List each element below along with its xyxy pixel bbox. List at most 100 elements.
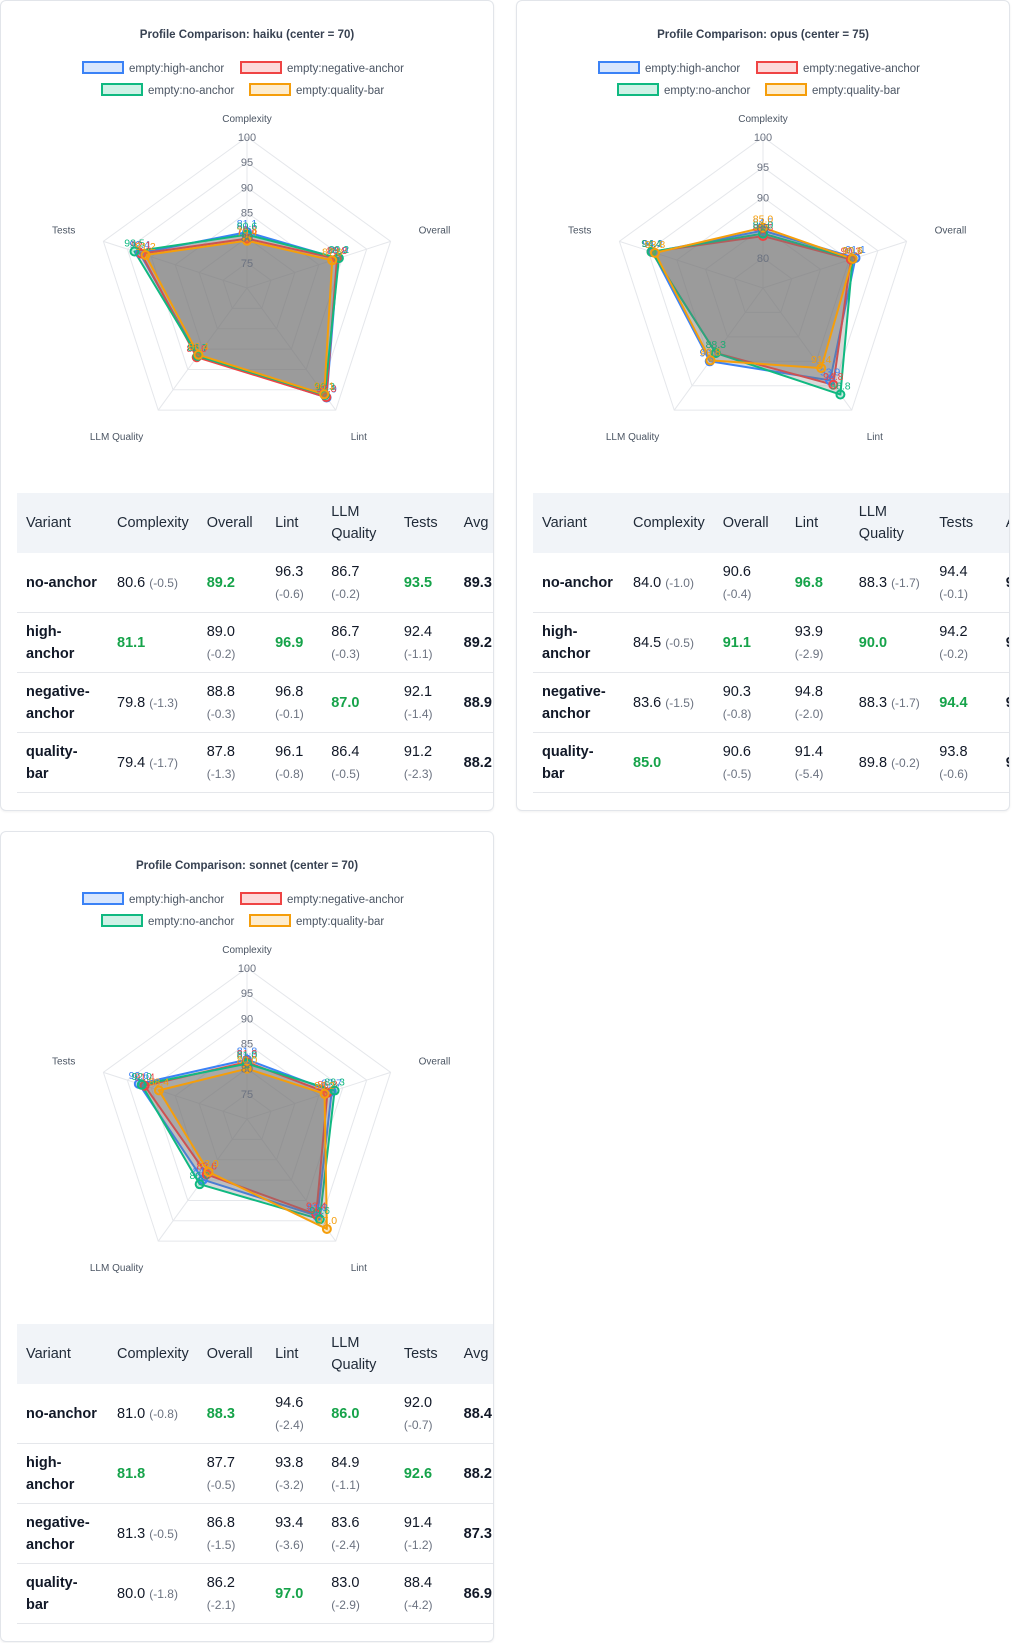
axis-label: Complexity (738, 114, 787, 125)
grid-ring (198, 1068, 296, 1161)
data-label: 89.0 (328, 244, 349, 256)
metric-cell: 90.0 (849, 612, 931, 673)
metric-value: 94.4 (939, 563, 968, 580)
avg-cell: 88.4 (454, 1384, 493, 1444)
metric-cell: 80.6 (-0.5) (108, 553, 198, 613)
legend-swatch (101, 914, 143, 927)
data-label: 93.8 (307, 1202, 328, 1214)
legend-swatch (765, 83, 807, 96)
data-point (327, 255, 338, 266)
tick-label: 100 (238, 132, 256, 144)
metric-cell: 88.3 (197, 1384, 267, 1444)
legend-swatch (82, 892, 124, 905)
chart-card-sonnet: Profile Comparison: sonnet (center = 70)… (0, 831, 494, 1642)
data-point (129, 246, 140, 257)
metric-value: 90.3 (722, 683, 751, 700)
grid-ring (126, 992, 368, 1222)
legend-swatch (240, 892, 282, 905)
metric-value: 91.1 (722, 634, 751, 651)
metric-delta: (-0.4) (722, 586, 752, 601)
column-header: LLM Quality (331, 1335, 377, 1373)
axis-label: LLM Quality (606, 432, 659, 443)
legend-label: empty:high-anchor (129, 63, 224, 75)
column-header: Overall (206, 515, 253, 531)
data-point (242, 235, 252, 246)
metric-delta: (-2.9) (331, 1597, 360, 1612)
metric-value: 92.6 (403, 1465, 433, 1482)
metric-cell: 81.8 (108, 1443, 198, 1504)
grid-spoke (762, 240, 907, 289)
metric-delta: (-0.5) (149, 1526, 178, 1541)
data-label: 96.3 (315, 381, 336, 393)
data-label: 97.0 (317, 1215, 338, 1227)
metric-cell: 89.0 (-0.2) (197, 612, 267, 673)
metric-delta: (-0.6) (939, 766, 968, 781)
metric-value: 94.2 (939, 623, 968, 640)
variant-cell: no-anchor (533, 553, 624, 613)
table-row: quality-bar 80.0 (-1.8) 86.2 (-2.1) 97.0 83.… (17, 1563, 493, 1624)
data-point (758, 222, 768, 233)
tick-label: 100 (754, 132, 772, 144)
metric-value: 88.8 (206, 683, 235, 700)
metric-delta: (-0.8) (275, 766, 304, 781)
metric-cell: 90.6 (-0.5) (713, 732, 786, 793)
metric-cell: 92.0 (-0.7) (394, 1384, 455, 1444)
metric-cell: 86.7 (-0.2) (322, 553, 395, 613)
metric-cell: 96.3 (-0.6) (266, 553, 323, 613)
avg-cell: 88.9 (454, 672, 493, 733)
metric-value: 80.0 (117, 1585, 146, 1602)
variant-cell: quality-bar (17, 732, 108, 793)
metric-value: 94.6 (275, 1394, 304, 1411)
metric-cell: 84.9 (-1.1) (322, 1443, 395, 1504)
metric-cell: 96.8 (-0.1) (266, 672, 323, 733)
table-row: no-anchor 84.0 (-1.0) 90.6 (-0.4) 96.8 88.3 … (533, 553, 1009, 613)
chart-card-opus: Profile Comparison: opus (center = 75) em… (516, 0, 1010, 811)
column-header: Variant (542, 515, 587, 531)
data-label: 92.0 (131, 1071, 152, 1083)
metric-delta: (-0.2) (331, 586, 360, 601)
column-header: Avg (463, 515, 489, 531)
axis-label: Tests (52, 225, 75, 236)
metric-cell: 86.4 (-0.5) (322, 732, 395, 793)
data-point (153, 1085, 164, 1096)
axis-label: Lint (351, 432, 367, 443)
metric-value: 96.8 (794, 574, 823, 591)
legend-swatch (249, 914, 291, 927)
data-point (136, 1079, 147, 1090)
data-label: 91.4 (811, 354, 832, 366)
metric-cell: 80.0 (-1.8) (108, 1563, 198, 1624)
metric-delta: (-0.5) (665, 635, 694, 650)
grid-spoke (246, 1118, 337, 1242)
variant-cell: negative-anchor (17, 672, 108, 733)
column-header: Complexity (633, 515, 705, 531)
legend-swatch (240, 61, 282, 74)
tick-label: 90 (241, 1013, 253, 1025)
metric-delta: (-3.6) (275, 1537, 304, 1552)
metric-cell: 84.0 (-1.0) (624, 553, 714, 613)
tick-label: 85 (241, 1039, 253, 1051)
metric-value: 81.8 (117, 1465, 146, 1482)
data-label: 93.5 (124, 237, 145, 249)
series-area (140, 237, 338, 399)
metric-delta: (-0.5) (206, 1477, 236, 1492)
metric-delta: (-1.3) (206, 766, 236, 781)
metric-delta: (-3.2) (275, 1477, 304, 1492)
metric-cell: 92.4 (-1.1) (394, 612, 455, 673)
metric-cell: 90.3 (-0.8) (713, 672, 786, 733)
metric-value: 92.4 (403, 623, 433, 640)
metric-value: 89.0 (206, 623, 235, 640)
metric-cell: 89.2 (197, 553, 267, 613)
tick-label: 85 (241, 208, 253, 220)
metric-cell: 91.4 (-5.4) (785, 732, 850, 793)
axis-label: Tests (568, 225, 591, 236)
metric-cell: 91.1 (713, 612, 786, 673)
avg-cell: 90.3 (996, 672, 1009, 733)
data-point (319, 1088, 330, 1099)
tick-label: 90 (241, 182, 253, 194)
data-point (321, 1223, 332, 1234)
radar-chart: Profile Comparison: opus (center = 75) em… (568, 29, 966, 443)
metric-delta: (-0.1) (275, 706, 304, 721)
metric-delta: (-1.5) (665, 695, 694, 710)
metric-value: 81.3 (117, 1525, 146, 1542)
metric-value: 86.4 (331, 743, 360, 760)
